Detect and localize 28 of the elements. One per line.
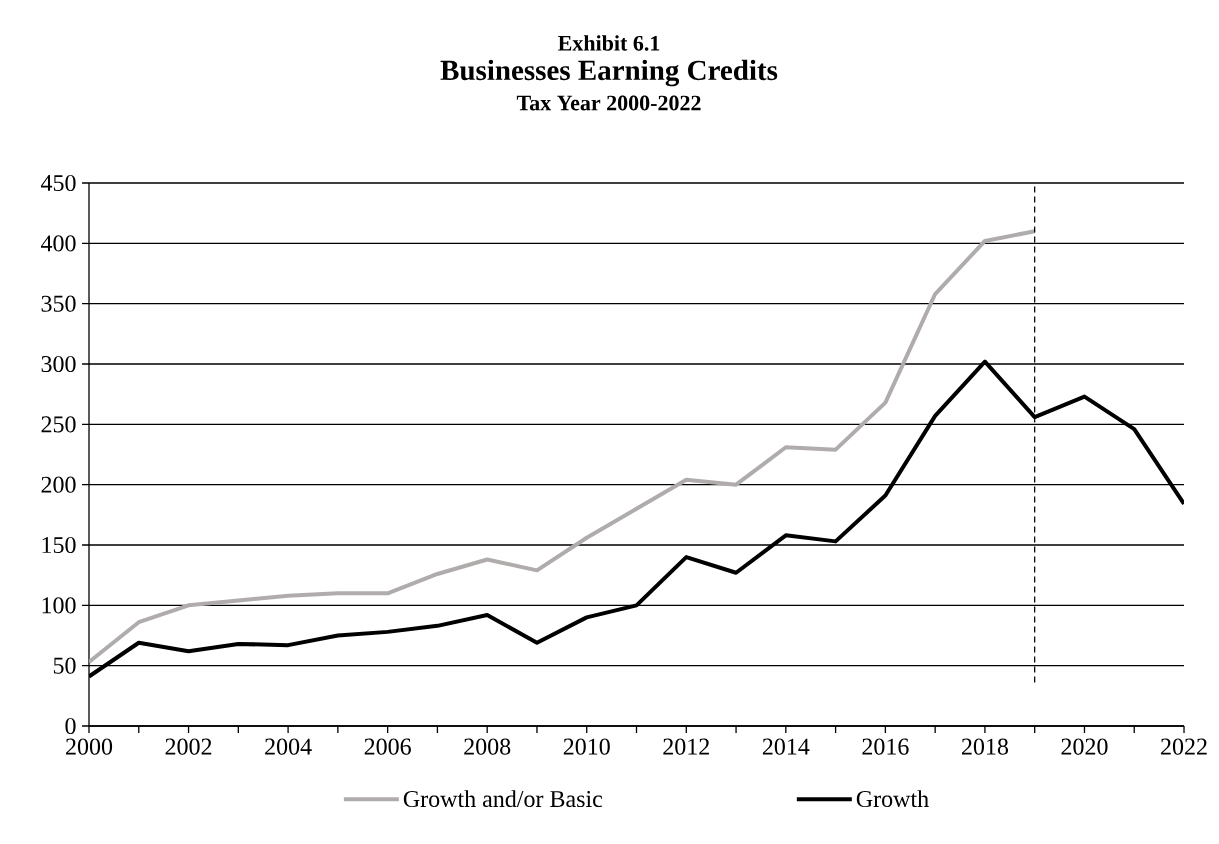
legend-label: Growth and/or Basic — [403, 790, 603, 808]
x-tick-label: 2014 — [762, 738, 810, 755]
y-tick-label: 350 — [41, 295, 76, 312]
x-tick-label: 2020 — [1061, 738, 1108, 755]
chart-title: Businesses Earning Credits — [440, 59, 778, 87]
legend-label: Growth — [856, 790, 929, 808]
x-tick-label: 2002 — [165, 738, 212, 755]
x-tick-label: 2018 — [961, 738, 1009, 755]
y-tick-label: 400 — [40, 235, 76, 252]
y-tick-label: 0 — [65, 717, 76, 735]
y-tick-label: 50 — [53, 657, 76, 674]
x-tick-label: 2004 — [265, 738, 312, 755]
x-tick-label: 2008 — [464, 738, 511, 755]
x-tick-label: 2000 — [66, 738, 113, 755]
chart-subtitle: Tax Year 2000-2022 — [516, 95, 701, 111]
y-tick-label: 300 — [41, 355, 76, 373]
x-tick-label: 2010 — [563, 738, 610, 755]
y-tick-label: 200 — [41, 476, 76, 493]
y-tick-label: 250 — [41, 416, 76, 433]
x-tick-label: 2016 — [862, 738, 909, 755]
x-tick-label: 2022 — [1161, 738, 1207, 755]
y-tick-label: 100 — [42, 597, 76, 614]
y-tick-label: 450 — [40, 174, 76, 192]
line-series — [89, 229, 1037, 665]
y-tick-label: 150 — [42, 536, 76, 554]
text: Exhibit 6.1 — [558, 35, 660, 51]
x-tick-label: 2012 — [663, 738, 709, 755]
x-tick-label: 2006 — [364, 738, 411, 755]
